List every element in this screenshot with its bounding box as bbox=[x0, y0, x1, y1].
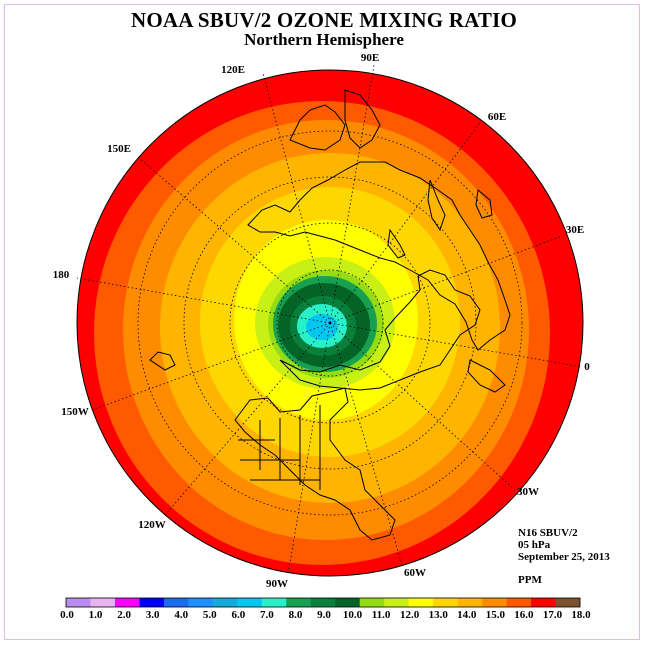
colorbar-tick-label: 12.0 bbox=[400, 609, 420, 621]
colorbar-tick-label: 6.0 bbox=[231, 609, 245, 621]
longitude-labels: 120E 90E 60E 150E 30E 180 0 150W 30W 120… bbox=[53, 52, 591, 590]
lon-label-180: 180 bbox=[53, 269, 70, 281]
chart-subtitle: Northern Hemisphere bbox=[244, 30, 404, 49]
colorbar-tick-label: 11.0 bbox=[372, 609, 391, 621]
lon-label-30e: 30E bbox=[566, 224, 584, 236]
colorbar-tick-label: 16.0 bbox=[514, 609, 534, 621]
colorbar-tick-label: 5.0 bbox=[203, 609, 217, 621]
lon-label-90w: 90W bbox=[266, 578, 288, 590]
colorbar-swatch bbox=[359, 598, 385, 607]
colorbar-tick-label: 8.0 bbox=[289, 609, 303, 621]
colorbar-swatch bbox=[188, 598, 214, 607]
figure-frame bbox=[4, 4, 640, 640]
colorbar-tick-label: 15.0 bbox=[486, 609, 506, 621]
colorbar-swatch bbox=[261, 598, 287, 607]
colorbar-swatch bbox=[310, 598, 336, 607]
colorbar-swatch bbox=[433, 598, 458, 607]
colorbar-tick-label: 13.0 bbox=[429, 609, 449, 621]
lon-label-120e: 120E bbox=[221, 64, 245, 76]
field-band-cyan bbox=[306, 314, 338, 340]
pressure-level-label: 05 hPa bbox=[518, 539, 551, 551]
colorbar-tick-label: 17.0 bbox=[543, 609, 563, 621]
colorbar-swatch bbox=[555, 598, 581, 607]
colorbar-swatch bbox=[408, 598, 434, 607]
colorbar-swatch bbox=[237, 598, 263, 607]
coastlines bbox=[149, 89, 511, 541]
lon-label-60e: 60E bbox=[488, 111, 506, 123]
colorbar-swatch bbox=[335, 598, 361, 607]
lon-label-90e: 90E bbox=[361, 52, 379, 64]
colorbar: 0.0 1.0 2.0 3.0 4.0 5.0 6.0 7.0 8.0 9.0 10.0 11.0 12… bbox=[60, 597, 591, 621]
colorbar-tick-label: 7.0 bbox=[260, 609, 274, 621]
colorbar-tick-label: 1.0 bbox=[89, 609, 103, 621]
colorbar-swatch bbox=[163, 598, 189, 607]
colorbar-swatch bbox=[506, 598, 532, 607]
colorbar-tick-label: 9.0 bbox=[317, 609, 331, 621]
colorbar-tick-label: 14.0 bbox=[457, 609, 477, 621]
colorbar-tick-label: 4.0 bbox=[174, 609, 188, 621]
lon-label-150w: 150W bbox=[61, 406, 89, 418]
colorbar-swatch bbox=[286, 598, 312, 607]
map-boundary bbox=[76, 69, 584, 577]
colorbar-swatch bbox=[212, 598, 238, 607]
colorbar-swatch bbox=[482, 598, 507, 607]
colorbar-swatch bbox=[139, 598, 165, 607]
colorbar-tick-label: 2.0 bbox=[117, 609, 131, 621]
lon-label-30w: 30W bbox=[517, 486, 539, 498]
colorbar-swatch bbox=[90, 598, 116, 607]
satellite-label: N16 SBUV/2 bbox=[518, 527, 578, 539]
colorbar-swatch bbox=[384, 598, 409, 607]
colorbar-tick-label: 18.0 bbox=[571, 609, 591, 621]
graticule bbox=[76, 64, 583, 576]
colorbar-swatch bbox=[66, 598, 91, 607]
units-label: PPM bbox=[518, 574, 542, 586]
colorbar-swatch bbox=[531, 598, 556, 607]
colorbar-tick-label: 3.0 bbox=[146, 609, 160, 621]
lon-label-60w: 60W bbox=[404, 567, 426, 579]
chart-title: NOAA SBUV/2 OZONE MIXING RATIO bbox=[131, 8, 517, 32]
lon-label-150e: 150E bbox=[107, 143, 131, 155]
lon-label-0: 0 bbox=[584, 361, 590, 373]
colorbar-border bbox=[65, 597, 581, 608]
colorbar-tick-label: 10.0 bbox=[343, 609, 363, 621]
colorbar-tick-label: 0.0 bbox=[60, 609, 74, 621]
date-label: September 25, 2013 bbox=[518, 551, 610, 563]
colorbar-swatch bbox=[457, 598, 483, 607]
colorbar-swatch bbox=[114, 598, 140, 607]
lon-label-120w: 120W bbox=[138, 519, 166, 531]
